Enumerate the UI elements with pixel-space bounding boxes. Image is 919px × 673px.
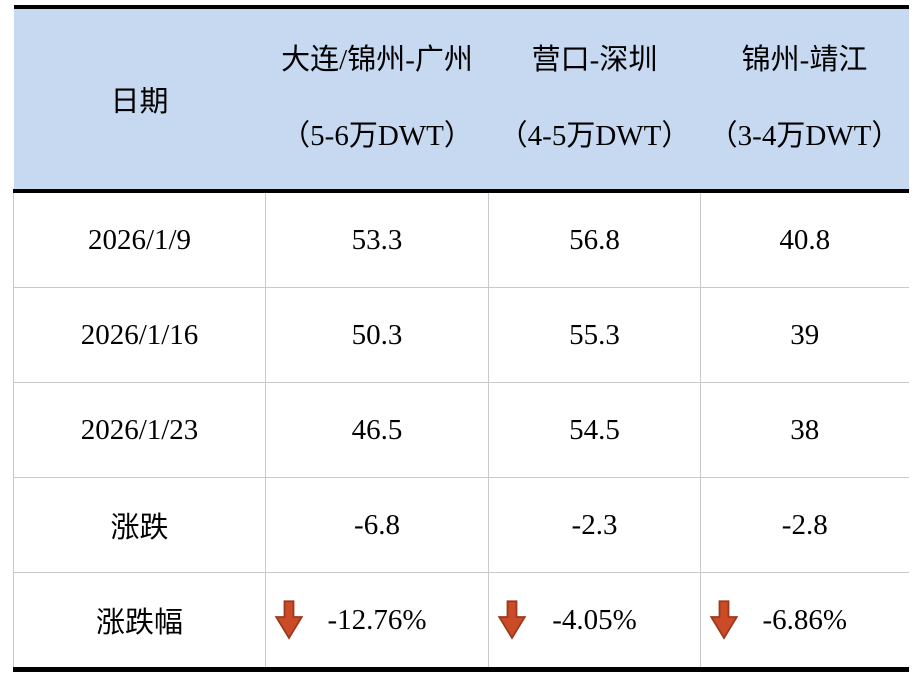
value-cell: 54.5	[488, 382, 701, 478]
value-cell: 46.5	[265, 382, 489, 478]
route-3-name: 锦州-靖江	[741, 44, 868, 77]
value-cell: 56.8	[488, 191, 701, 288]
value-cell: -2.8	[700, 477, 909, 573]
header-cell-route-2: 营口-深圳 （4-5万DWT）	[488, 7, 701, 193]
pct-cell: -12.76%	[265, 572, 489, 670]
header-cell-route-3: 锦州-靖江 （3-4万DWT）	[700, 7, 909, 193]
date-cell: 2026/1/16	[13, 287, 266, 383]
table-header: 日期 大连/锦州-广州 （5-6万DWT） 营口-深圳 （4-5万DWT）	[13, 7, 909, 193]
value-cell: 53.3	[265, 191, 489, 288]
pct-cell: -6.86%	[700, 572, 909, 670]
table-row: 2026/1/9 53.3 56.8 40.8	[13, 191, 909, 288]
header-cell-route-1: 大连/锦州-广州 （5-6万DWT）	[265, 7, 489, 193]
value-cell: 50.3	[265, 287, 489, 383]
route-3-dwt: （3-4万DWT）	[708, 120, 901, 152]
pct-value: -12.76%	[327, 603, 427, 636]
table-row: 2026/1/16 50.3 55.3 39	[13, 287, 909, 383]
down-arrow-shape	[274, 600, 304, 640]
value-cell: -2.3	[488, 477, 701, 573]
down-arrow-icon	[496, 597, 528, 643]
date-cell: 2026/1/9	[13, 191, 266, 288]
value-cell: 55.3	[488, 287, 701, 383]
route-1-dwt: （5-6万DWT）	[281, 120, 473, 152]
route-1-name: 大连/锦州-广州	[281, 44, 473, 77]
route-2-name: 营口-深圳	[531, 44, 658, 77]
table-row-change-pct: 涨跌幅 -12.76% -4.05%	[13, 572, 909, 670]
pct-value: -4.05%	[552, 603, 637, 636]
down-arrow-shape	[497, 600, 527, 640]
date-column-label: 日期	[110, 86, 169, 118]
header-cell-date: 日期	[13, 7, 266, 193]
freight-rate-table: 日期 大连/锦州-广州 （5-6万DWT） 营口-深圳 （4-5万DWT）	[13, 5, 909, 672]
table-row-change: 涨跌 -6.8 -2.3 -2.8	[13, 477, 909, 573]
pct-cell: -4.05%	[488, 572, 701, 670]
down-arrow-shape	[709, 600, 739, 640]
route-2-dwt: （4-5万DWT）	[498, 120, 691, 152]
down-arrow-icon	[273, 597, 305, 643]
pct-value: -6.86%	[762, 603, 848, 636]
row-label-cell: 涨跌幅	[13, 572, 266, 670]
table-row: 2026/1/23 46.5 54.5 38	[13, 382, 909, 478]
value-cell: 39	[700, 287, 909, 383]
header-row: 日期 大连/锦州-广州 （5-6万DWT） 营口-深圳 （4-5万DWT）	[13, 7, 909, 193]
value-cell: 38	[700, 382, 909, 478]
row-label-cell: 涨跌	[13, 477, 266, 573]
date-cell: 2026/1/23	[13, 382, 266, 478]
table-body: 2026/1/9 53.3 56.8 40.8 2026/1/16 50.3 5…	[13, 191, 909, 670]
value-cell: 40.8	[700, 191, 909, 288]
down-arrow-icon	[708, 597, 740, 643]
value-cell: -6.8	[265, 477, 489, 573]
